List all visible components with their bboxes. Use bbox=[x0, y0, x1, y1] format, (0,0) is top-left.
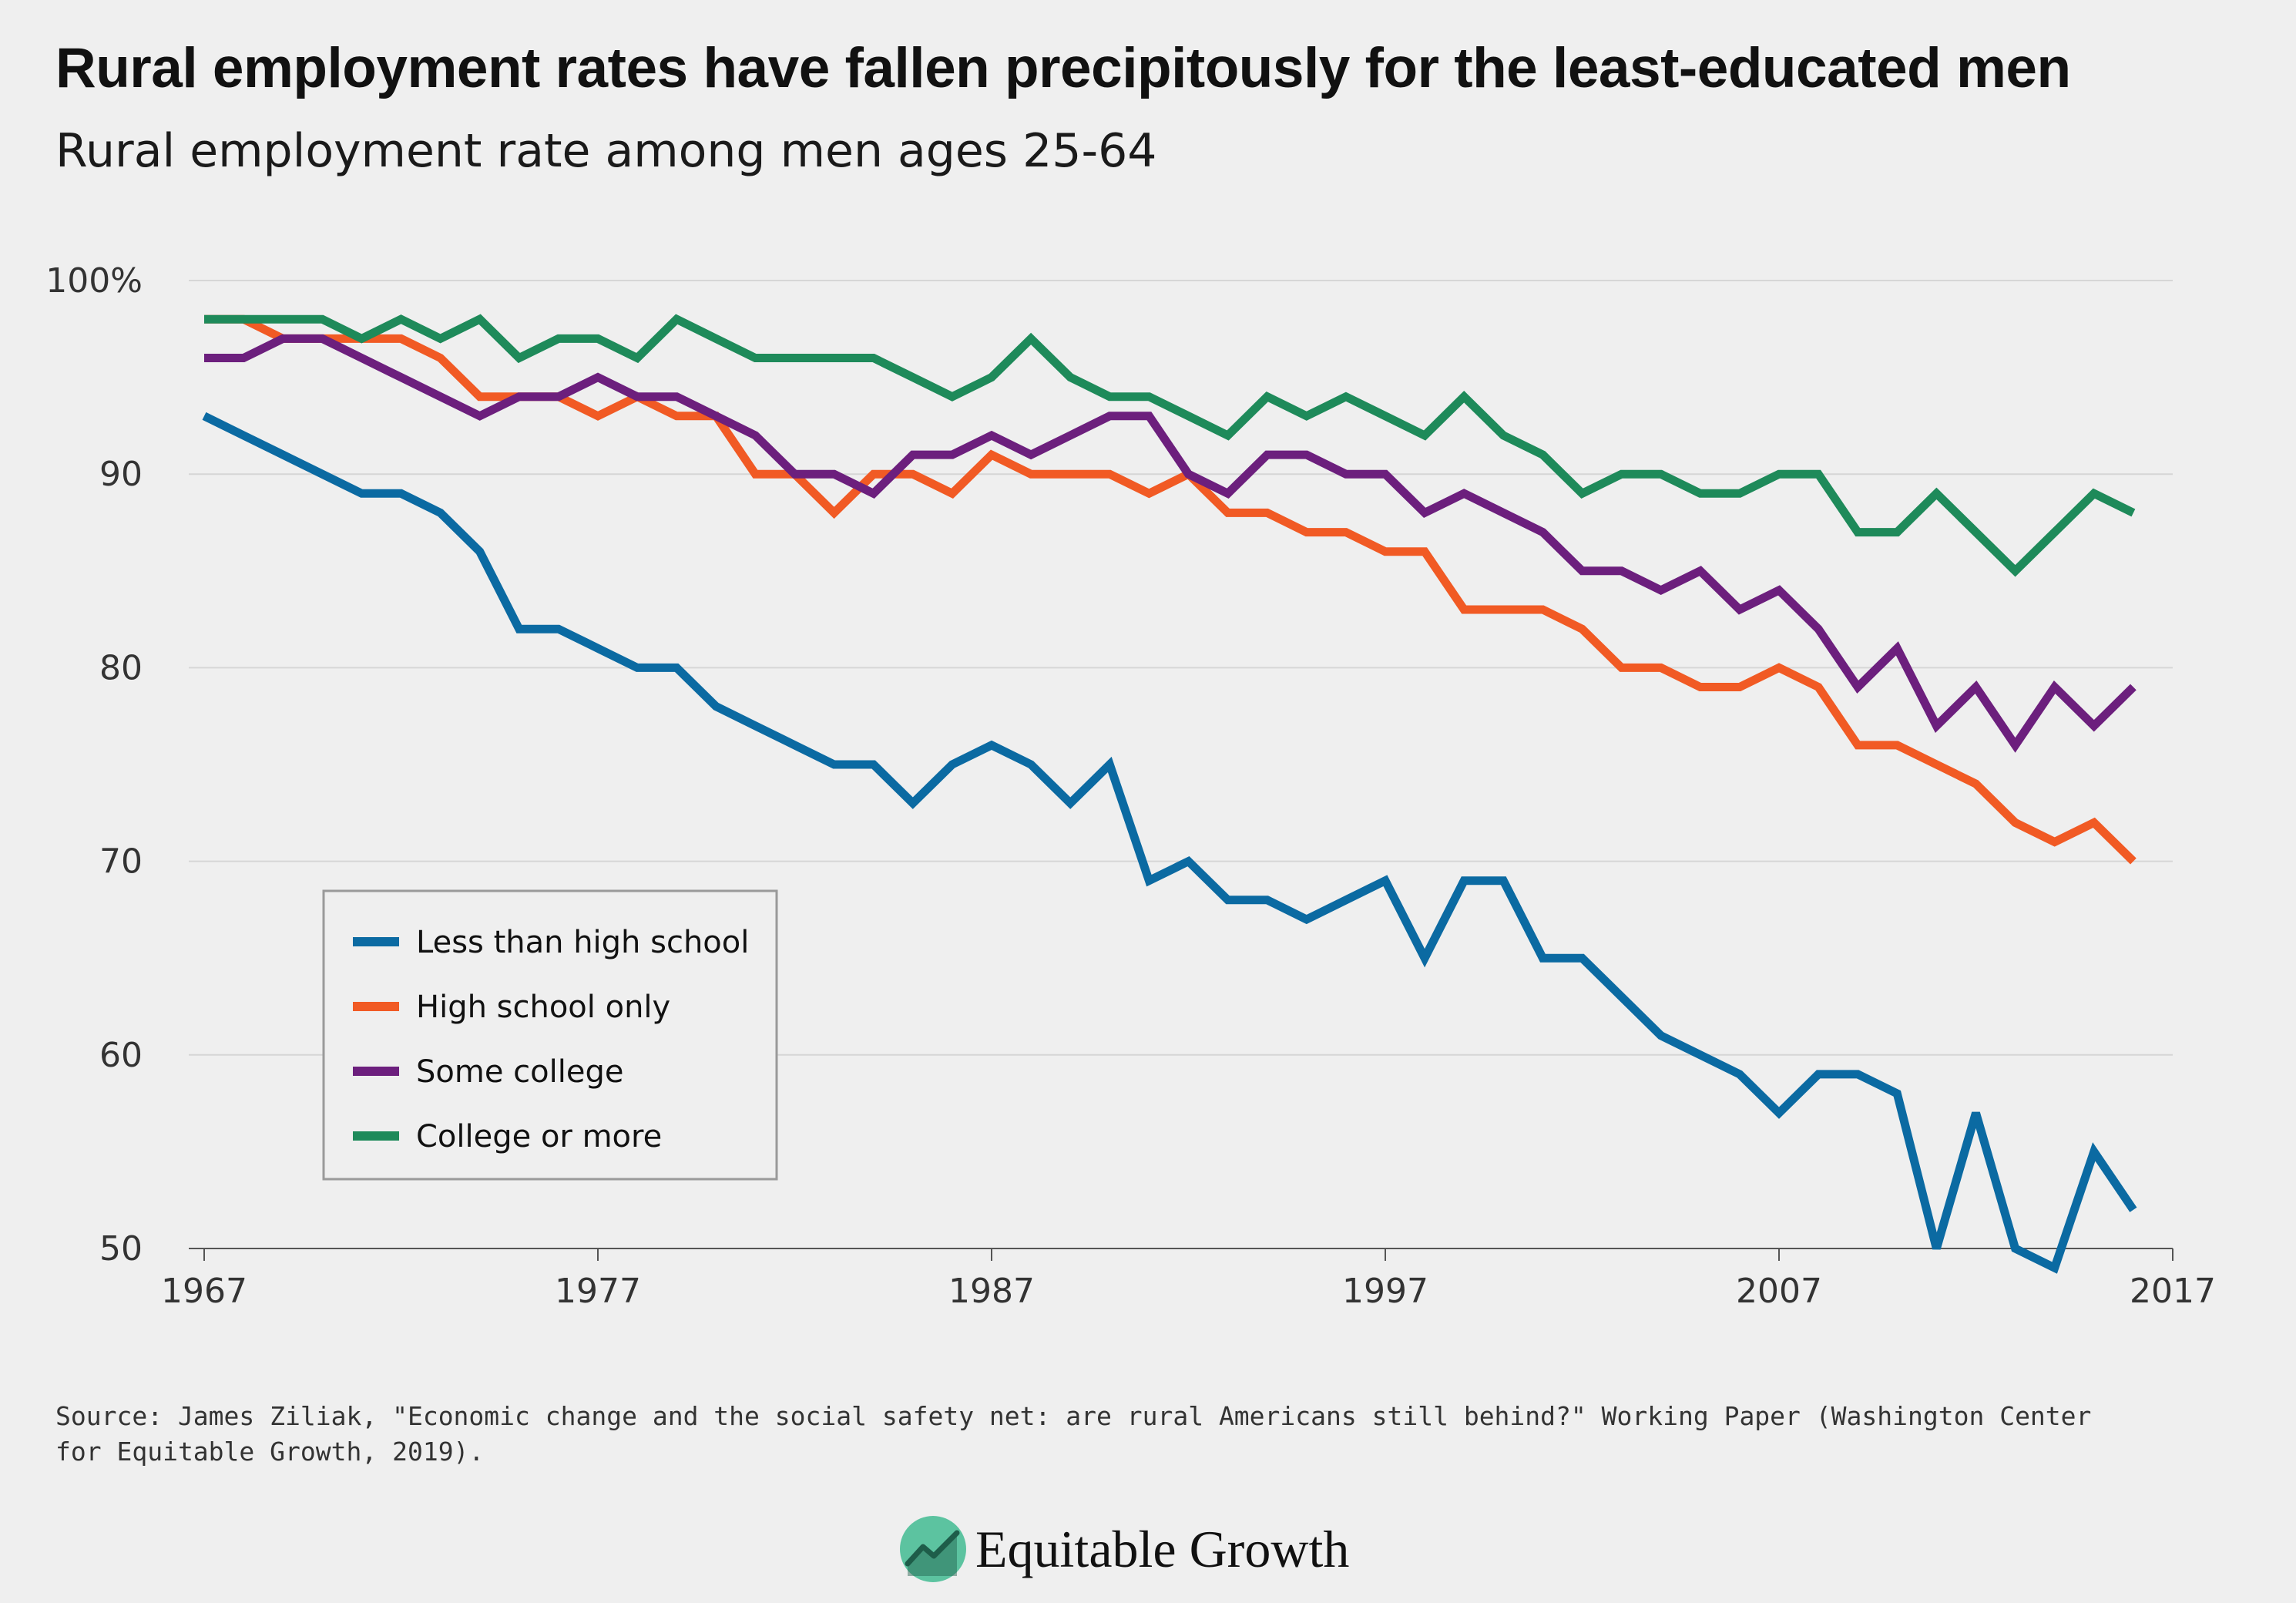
legend-label: Some college bbox=[416, 1054, 623, 1090]
x-tick-label: 2017 bbox=[2130, 1272, 2216, 1311]
x-tick-label: 1977 bbox=[555, 1272, 641, 1311]
legend-label: Less than high school bbox=[416, 925, 749, 960]
x-tick-label: 1987 bbox=[948, 1272, 1035, 1311]
y-tick-label: 70 bbox=[99, 842, 143, 882]
chart-subtitle: Rural employment rate among men ages 25-… bbox=[55, 124, 1157, 178]
y-tick-label: 60 bbox=[99, 1036, 143, 1075]
legend: Less than high school High school only Som… bbox=[322, 889, 778, 1181]
y-tick-label: 50 bbox=[99, 1229, 143, 1269]
chart-title: Rural employment rates have fallen preci… bbox=[55, 37, 2071, 99]
brand-name: Equitable Growth bbox=[975, 1519, 1350, 1578]
series-line-less-than-high-school bbox=[202, 412, 2137, 1274]
series-line-high-school-only bbox=[204, 314, 2137, 865]
line-chart: 100% 90 80 70 60 50 1967 1977 1987 1997 2007 2017 L… bbox=[45, 261, 2216, 1311]
series-lines bbox=[202, 314, 2137, 1274]
axes: 100% 90 80 70 60 50 1967 1977 1987 1997 2007 2017 bbox=[45, 261, 2216, 1311]
brand-footer: Equitable Growth bbox=[898, 1511, 1349, 1588]
y-tick-label: 80 bbox=[99, 648, 143, 687]
x-tick-label: 2007 bbox=[1736, 1272, 1822, 1311]
series-line-some-college bbox=[204, 334, 2137, 753]
legend-label: College or more bbox=[416, 1119, 662, 1154]
y-tick-label: 90 bbox=[99, 455, 143, 494]
y-tick-label: 100% bbox=[45, 261, 143, 301]
source-note: Source: James Ziliak, "Economic change a… bbox=[55, 1401, 2092, 1467]
rising-trend-icon bbox=[900, 1516, 966, 1582]
x-tick-label: 1967 bbox=[161, 1272, 247, 1311]
series-line-college-or-more bbox=[204, 314, 2136, 577]
legend-label: High school only bbox=[416, 990, 670, 1025]
x-tick-label: 1997 bbox=[1342, 1272, 1428, 1311]
